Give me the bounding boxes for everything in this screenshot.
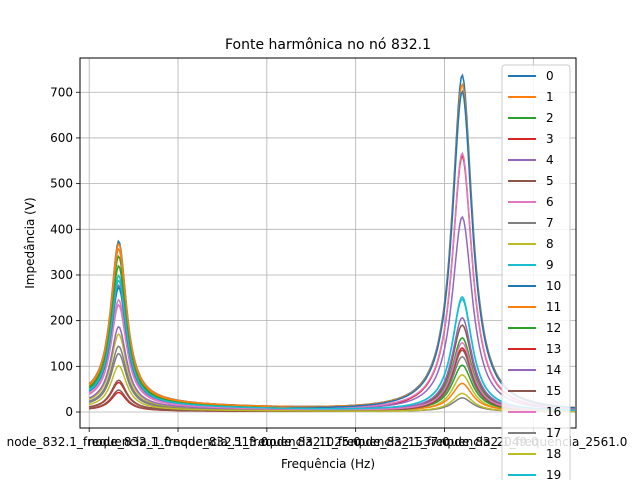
series-lines <box>88 73 576 413</box>
legend-entry-label: 0 <box>546 69 554 83</box>
y-axis-label: Impedância (V) <box>23 197 37 288</box>
legend-entry-label: 15 <box>546 384 561 398</box>
x-tick-label: node_832.1_frequencia_2049.0 <box>350 435 538 449</box>
y-tick-label: 100 <box>50 359 73 373</box>
legend-entry-label: 19 <box>546 468 561 480</box>
y-tick-label: 500 <box>50 177 73 191</box>
legend-entry-label: 14 <box>546 363 561 377</box>
legend-entry-label: 11 <box>546 300 561 314</box>
series-line-18 <box>89 364 575 413</box>
x-tick-label: node_832.1_frequencia_513.0 <box>88 435 268 449</box>
legend-entry-label: 5 <box>546 174 554 188</box>
legend-entry-label: 9 <box>546 258 554 272</box>
grid <box>80 58 576 428</box>
x-tick-label: node_832.1_frequencia_1.0 <box>7 435 172 449</box>
legend-entry-label: 8 <box>546 237 554 251</box>
legend-frame <box>501 64 571 484</box>
legend-entry-label: 3 <box>546 132 554 146</box>
legend-entry-label: 7 <box>546 216 554 230</box>
legend-entry-label: 10 <box>546 279 561 293</box>
x-tick-label: node_832.1_frequencia_1025.0 <box>173 435 361 449</box>
legend-entry-label: 2 <box>546 111 554 125</box>
legend-entry-label: 4 <box>546 153 554 167</box>
legend-entry-label: 13 <box>546 342 561 356</box>
axis-ticks: node_832.1_frequencia_1.0node_832.1_freq… <box>7 85 628 449</box>
legend-entry-label: 6 <box>546 195 554 209</box>
y-tick-label: 700 <box>50 85 73 99</box>
chart-title: Fonte harmônica no nó 832.1 <box>225 37 431 53</box>
y-tick-label: 600 <box>50 131 73 145</box>
y-tick-label: 0 <box>65 405 73 419</box>
legend-entry-label: 17 <box>546 426 561 440</box>
y-tick-label: 300 <box>50 268 73 282</box>
series-line-19 <box>88 279 575 411</box>
legend-entry-label: 16 <box>546 405 561 419</box>
legend-entry-label: 18 <box>546 447 561 461</box>
legend-entry-label: 12 <box>546 321 561 335</box>
legend-entry-label: 1 <box>546 90 554 104</box>
x-axis-label: Frequência (Hz) <box>281 457 375 471</box>
x-tick-label: node_832.1_frequencia_1537.0 <box>262 435 450 449</box>
plot-frame <box>79 57 577 429</box>
y-tick-label: 200 <box>50 314 73 328</box>
series-line-16 <box>88 303 575 412</box>
y-tick-label: 400 <box>50 222 73 236</box>
